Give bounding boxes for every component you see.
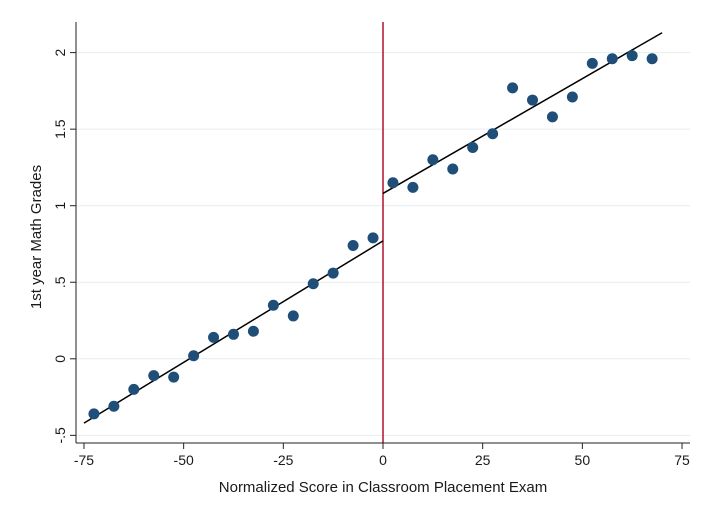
- data-point: [227, 328, 239, 340]
- y-tick-label: -.5: [52, 427, 68, 444]
- data-point: [606, 53, 618, 65]
- data-point: [646, 53, 658, 65]
- data-point: [327, 267, 339, 279]
- axes: -75 -50 -25 0 25 50 75 -.5 0 .5 1 1.5 2: [52, 22, 690, 468]
- data-point: [208, 331, 220, 343]
- data-points: [88, 50, 658, 420]
- data-point: [527, 94, 539, 106]
- y-axis-label: 1st year Math Grades: [28, 165, 45, 309]
- x-tick-label: -25: [273, 452, 293, 468]
- x-tick-label: 50: [575, 452, 591, 468]
- data-point: [247, 325, 259, 337]
- y-tick-label: 1.5: [52, 119, 68, 139]
- x-tick-label: 0: [379, 452, 387, 468]
- data-point: [507, 82, 519, 94]
- data-point: [467, 142, 479, 154]
- fit-lines: [83, 32, 663, 424]
- data-point: [188, 350, 200, 362]
- data-point: [168, 371, 180, 383]
- data-point: [347, 240, 359, 252]
- data-point: [586, 57, 598, 69]
- x-tick-label: -75: [74, 452, 94, 468]
- data-point: [128, 383, 140, 395]
- data-point: [367, 232, 379, 244]
- data-point: [148, 370, 160, 382]
- x-tick-label: -50: [174, 452, 194, 468]
- data-point: [88, 408, 100, 420]
- data-point: [287, 310, 299, 322]
- data-point: [407, 181, 419, 193]
- data-point: [267, 299, 279, 311]
- x-tick-label: 25: [475, 452, 491, 468]
- data-point: [626, 50, 638, 62]
- data-point: [566, 91, 578, 103]
- y-tick-label: .5: [52, 276, 68, 288]
- data-point: [447, 163, 459, 175]
- data-point: [307, 278, 319, 290]
- y-tick-label: 2: [52, 49, 68, 57]
- data-point: [546, 111, 558, 123]
- data-point: [487, 128, 499, 140]
- x-axis-label: Normalized Score in Classroom Placement …: [219, 479, 547, 496]
- y-tick-label: 0: [52, 355, 68, 363]
- y-tick-label: 1: [52, 202, 68, 210]
- x-tick-label: 75: [674, 452, 690, 468]
- data-point: [108, 400, 120, 412]
- data-point: [427, 154, 439, 166]
- fit-line-right: [382, 32, 663, 195]
- data-point: [387, 177, 399, 189]
